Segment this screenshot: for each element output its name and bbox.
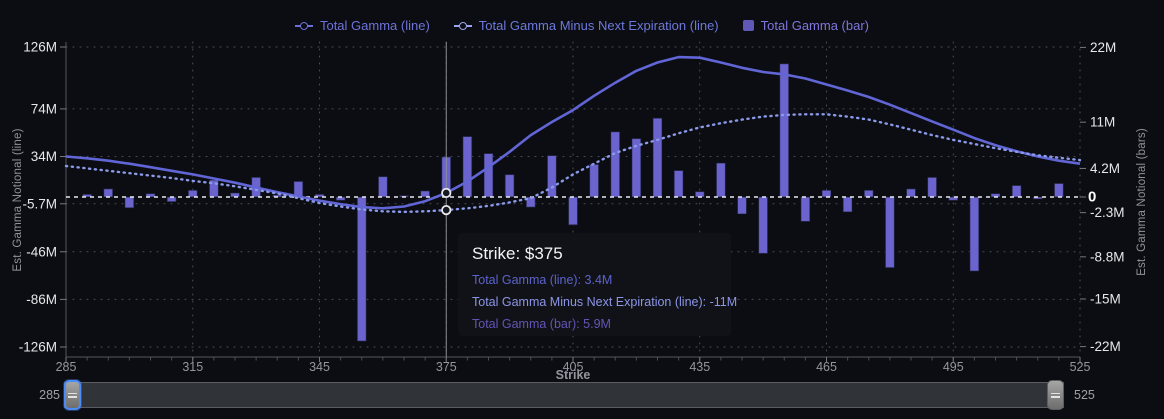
gamma-bar[interactable] <box>1053 182 1064 198</box>
x-tick-label: 285 <box>56 360 77 374</box>
gamma-bar[interactable] <box>1011 184 1022 198</box>
right-tick-label: -15M <box>1090 292 1121 307</box>
left-tick-label: -46M <box>26 244 57 259</box>
gamma-bar[interactable] <box>694 191 705 198</box>
tooltip-row-total-gamma-line: Total Gamma (line): 3.4M <box>472 273 613 287</box>
x-tick-label: 435 <box>689 360 710 374</box>
slider-min-label: 285 <box>39 388 60 402</box>
x-tick-label: 315 <box>182 360 203 374</box>
gamma-bar[interactable] <box>906 188 916 198</box>
line-dot-marker-icon <box>294 24 313 27</box>
gamma-bar[interactable] <box>779 63 790 198</box>
gamma-bar[interactable] <box>863 189 874 198</box>
gamma-bar[interactable] <box>504 174 515 198</box>
left-tick-label: -126M <box>19 340 57 355</box>
right-tick-label: -2.3M <box>1090 205 1125 220</box>
left-tick-label: 126M <box>23 40 57 55</box>
left-tick-label: -86M <box>26 292 57 307</box>
gamma-bar[interactable] <box>462 135 473 198</box>
tooltip-strike-title: Strike: $375 <box>472 244 563 263</box>
left-tick-label: 34M <box>31 149 57 164</box>
x-tick-label: 345 <box>309 360 330 374</box>
legend-item-total-gamma-bar[interactable]: Total Gamma (bar) <box>742 18 870 33</box>
tooltip-row-total-gamma-minus-next-expiration: Total Gamma Minus Next Expiration (line)… <box>472 295 738 309</box>
gamma-bar[interactable] <box>821 189 832 198</box>
right-tick-label: 11M <box>1090 115 1115 130</box>
gamma-bar[interactable] <box>546 155 557 198</box>
x-tick-label: 495 <box>943 360 964 374</box>
gamma-bar[interactable] <box>124 196 135 209</box>
gamma-bar[interactable] <box>103 188 114 198</box>
right-tick-label: 22M <box>1090 40 1116 55</box>
x-tick-label: 405 <box>563 360 584 374</box>
gamma-bar[interactable] <box>927 176 938 198</box>
slider-max-label: 525 <box>1074 388 1095 402</box>
strike-range-slider: 285 525 <box>30 379 1104 411</box>
right-tick-label: 4.2M <box>1090 161 1120 176</box>
slider-handle-right[interactable] <box>1047 380 1064 410</box>
gamma-bar[interactable] <box>314 193 325 198</box>
right-tick-label: -22M <box>1090 339 1121 354</box>
legend-item-total-gamma-minus-next-expiration-line[interactable]: Total Gamma Minus Next Expiration (line) <box>453 18 719 33</box>
x-tick-label: 375 <box>436 360 457 374</box>
gamma-bar[interactable] <box>631 138 642 198</box>
gamma-bar[interactable] <box>568 196 578 226</box>
total-gamma-line <box>65 55 1081 210</box>
gamma-bar[interactable] <box>652 117 663 198</box>
x-tick-label: 465 <box>816 360 837 374</box>
legend-item-total-gamma-line[interactable]: Total Gamma (line) <box>294 18 430 33</box>
legend-label: Total Gamma (line) <box>319 18 430 33</box>
chart-legend: Total Gamma (line) Total Gamma Minus Nex… <box>0 18 1164 33</box>
bar-marker-icon <box>742 20 754 31</box>
slider-handle-left[interactable] <box>64 380 81 410</box>
gamma-bar[interactable] <box>589 163 600 198</box>
gamma-bar[interactable] <box>842 196 853 213</box>
hover-point-dot <box>441 187 452 199</box>
right-tick-label: 0 <box>1088 189 1096 206</box>
slider-track[interactable] <box>64 380 1064 410</box>
gamma-bar[interactable] <box>145 193 156 198</box>
gamma-bar[interactable] <box>187 189 198 198</box>
left-tick-label: -5.7M <box>22 196 57 211</box>
x-axis-title: Strike <box>555 368 591 382</box>
gamma-bar[interactable] <box>800 196 811 222</box>
gamma-bar[interactable] <box>715 162 726 198</box>
gamma-bar[interactable] <box>969 196 980 272</box>
chart-tooltip: Strike: $375 Total Gamma (line): 3.4M To… <box>458 233 738 336</box>
gamma-bar[interactable] <box>758 196 769 254</box>
gamma-bar[interactable] <box>948 196 959 201</box>
right-tick-label: -8.8M <box>1090 249 1125 264</box>
left-tick-label: 74M <box>31 101 57 116</box>
gamma-bar[interactable] <box>377 176 388 198</box>
hover-point-dot <box>441 204 452 216</box>
gamma-bar[interactable] <box>884 196 895 269</box>
gamma-bar[interactable] <box>673 169 684 198</box>
gamma-bar[interactable] <box>737 196 747 215</box>
total-gamma-minus-next-expiration-line <box>64 113 1082 214</box>
gamma-bar[interactable] <box>82 193 93 198</box>
x-tick-label: 525 <box>1070 360 1091 374</box>
gamma-bar[interactable] <box>610 131 621 198</box>
tooltip-row-total-gamma-bar: Total Gamma (bar): 5.9M <box>472 317 611 331</box>
line-dot-marker-icon <box>453 24 472 27</box>
legend-label: Total Gamma Minus Next Expiration (line) <box>478 18 719 33</box>
gamma-bar[interactable] <box>420 190 431 198</box>
legend-label: Total Gamma (bar) <box>760 18 870 33</box>
gamma-bar[interactable] <box>483 152 494 198</box>
gamma-bar[interactable] <box>356 196 367 342</box>
gamma-chart-plot[interactable]: 126M74M34M-5.7M-46M-86M-126M22M11M4.2M0-… <box>0 0 1164 378</box>
